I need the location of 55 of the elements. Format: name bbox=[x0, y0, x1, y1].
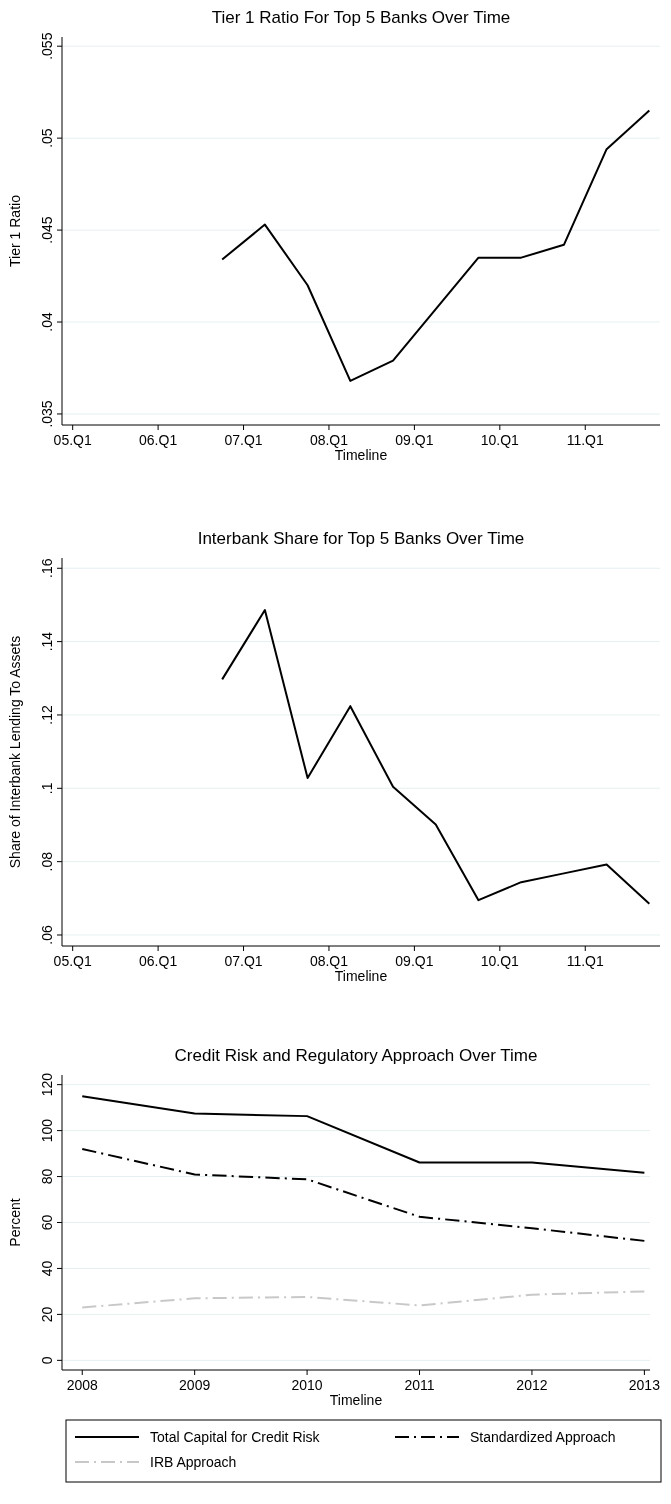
x-tick-label: 08.Q1 bbox=[309, 432, 349, 448]
x-tick-label: 2011 bbox=[404, 1377, 435, 1393]
legend-label: IRB Approach bbox=[150, 1454, 237, 1470]
x-tick-label: 06.Q1 bbox=[139, 953, 178, 969]
chart-title: Credit Risk and Regulatory Approach Over Time bbox=[174, 1046, 538, 1065]
x-tick-label: 2012 bbox=[516, 1377, 548, 1393]
x-tick-label: 10.Q1 bbox=[480, 432, 520, 448]
chart-title: Interbank Share for Top 5 Banks Over Time bbox=[197, 529, 525, 548]
line-series bbox=[81, 1147, 646, 1242]
x-tick-label: 06.Q1 bbox=[139, 432, 178, 448]
x-tick-label: 11.Q1 bbox=[566, 953, 605, 969]
y-tick-label: .12 bbox=[39, 705, 55, 725]
x-tick-label: 08.Q1 bbox=[309, 953, 349, 969]
y-tick-label: .045 bbox=[39, 216, 55, 244]
x-tick-label: 05.Q1 bbox=[53, 953, 92, 969]
y-tick-label: 100 bbox=[39, 1118, 55, 1143]
x-tick-label: 07.Q1 bbox=[224, 432, 263, 448]
x-tick-label: 09.Q1 bbox=[395, 953, 434, 969]
y-tick-label: .06 bbox=[39, 925, 55, 945]
line-series bbox=[81, 1290, 646, 1309]
y-tick-label: .14 bbox=[39, 631, 55, 652]
y-tick-label: .035 bbox=[39, 400, 55, 428]
y-tick-label: .16 bbox=[39, 558, 55, 578]
y-tick-label: .055 bbox=[39, 32, 55, 60]
y-axis-title: Tier 1 Ratio bbox=[7, 194, 23, 267]
x-axis-title: Timeline bbox=[334, 968, 388, 984]
chart-title: Tier 1 Ratio For Top 5 Banks Over Time bbox=[211, 8, 511, 27]
y-axis-title: Percent bbox=[7, 1198, 23, 1247]
y-tick-label: .08 bbox=[39, 851, 55, 872]
x-tick-label: 07.Q1 bbox=[224, 953, 263, 969]
x-axis-title: Timeline bbox=[329, 1392, 383, 1408]
line-series bbox=[81, 1095, 646, 1174]
x-tick-label: 2013 bbox=[628, 1377, 661, 1393]
y-tick-label: 40 bbox=[39, 1260, 55, 1277]
y-tick-label: .04 bbox=[39, 312, 55, 332]
line-series bbox=[221, 109, 651, 382]
x-tick-label: 05.Q1 bbox=[53, 432, 92, 448]
y-tick-label: 60 bbox=[39, 1214, 55, 1231]
legend-label: Total Capital for Credit Risk bbox=[150, 1429, 321, 1445]
x-tick-label: 10.Q1 bbox=[480, 953, 520, 969]
legend-label: Standardized Approach bbox=[470, 1429, 616, 1445]
x-tick-label: 09.Q1 bbox=[395, 432, 434, 448]
line-series bbox=[221, 609, 651, 905]
y-tick-label: .1 bbox=[39, 782, 55, 795]
y-tick-label: .05 bbox=[39, 128, 55, 148]
y-tick-label: 120 bbox=[39, 1072, 55, 1097]
y-axis-title: Share of Interbank Lending To Assets bbox=[7, 635, 23, 869]
y-tick-label: 80 bbox=[39, 1168, 55, 1185]
x-tick-label: 11.Q1 bbox=[566, 432, 605, 448]
x-tick-label: 2010 bbox=[291, 1377, 323, 1393]
x-axis-title: Timeline bbox=[334, 447, 388, 463]
y-tick-label: 0 bbox=[39, 1356, 55, 1365]
x-tick-label: 2009 bbox=[179, 1377, 211, 1393]
y-tick-label: 20 bbox=[39, 1306, 55, 1323]
x-tick-label: 2008 bbox=[66, 1377, 99, 1393]
